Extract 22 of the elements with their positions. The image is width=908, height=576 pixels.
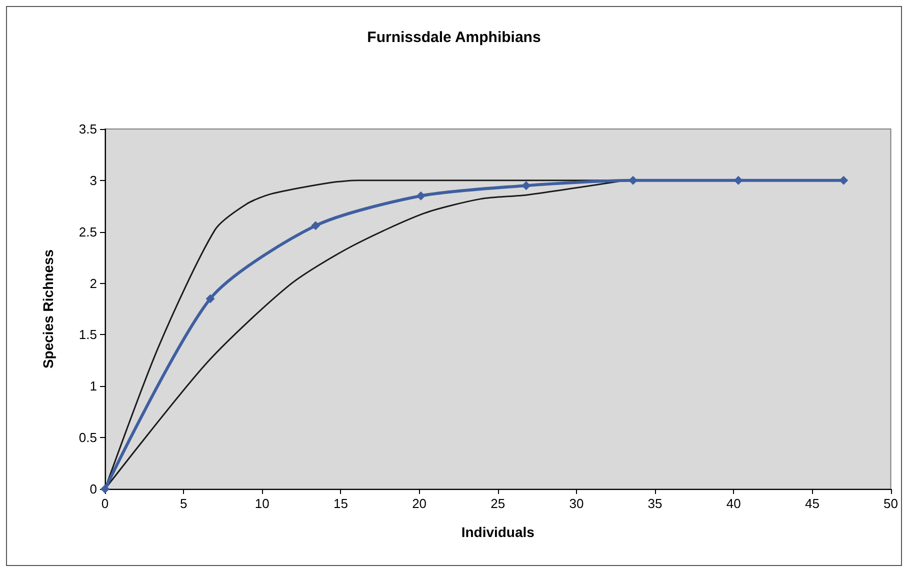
x-tick-label: 10 bbox=[254, 496, 270, 511]
x-tick-label: 0 bbox=[101, 496, 109, 511]
y-tick-label: 0 bbox=[90, 482, 97, 496]
x-tick-label: 35 bbox=[648, 496, 662, 511]
x-tick-label: 20 bbox=[412, 496, 427, 511]
y-tick-label: 0.5 bbox=[78, 430, 97, 446]
y-tick-label: 3 bbox=[90, 172, 97, 188]
y-tick-label: 1 bbox=[90, 378, 97, 394]
x-tick-label: 40 bbox=[726, 496, 741, 511]
chart-title: Furnissdale Amphibians bbox=[367, 29, 541, 46]
x-tick-label: 30 bbox=[569, 496, 584, 511]
y-tick-label: 3.5 bbox=[78, 122, 97, 136]
x-tick-label: 45 bbox=[804, 496, 820, 511]
x-tick-label: 25 bbox=[490, 496, 506, 511]
x-tick-label: 15 bbox=[333, 496, 348, 511]
y-tick-label: 2.5 bbox=[78, 224, 97, 240]
y-axis-title: Species Richness bbox=[40, 249, 56, 369]
x-tick-label: 5 bbox=[180, 496, 188, 511]
y-tick-label: 1.5 bbox=[78, 327, 97, 342]
x-axis-title: Individuals bbox=[461, 524, 535, 540]
x-tick-label: 50 bbox=[884, 496, 898, 511]
y-tick-label: 2 bbox=[90, 276, 97, 291]
